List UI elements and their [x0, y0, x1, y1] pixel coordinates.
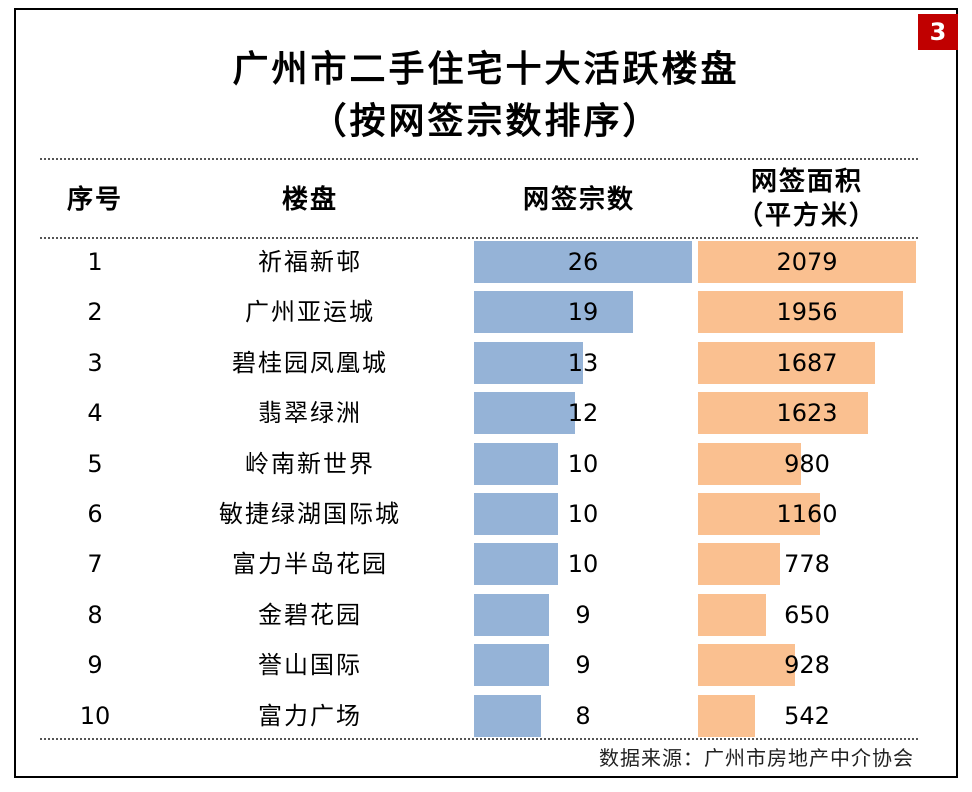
- project-name-cell: 金碧花园: [258, 600, 362, 629]
- count-bar: [474, 644, 549, 687]
- rank-cell: 9: [87, 651, 103, 680]
- project-name-cell: 翡翠绿洲: [258, 399, 362, 428]
- count-bar: [474, 341, 583, 384]
- area-value-label: 928: [784, 651, 830, 680]
- area-value-label: 2079: [776, 248, 838, 276]
- area-bar: [698, 593, 766, 636]
- count-value-label: 12: [567, 399, 599, 428]
- project-name-cell: 富力广场: [258, 701, 362, 730]
- rank-cell: 4: [87, 399, 103, 428]
- project-name-cell: 广州亚运城: [245, 298, 375, 327]
- area-bar: [698, 241, 916, 283]
- count-value-label: 10: [567, 500, 599, 528]
- header-area-line2: （平方米）: [736, 201, 877, 231]
- count-bar: [474, 442, 558, 485]
- area-value-label: 980: [784, 449, 830, 478]
- count-value-label: 10: [567, 449, 599, 478]
- count-bar: [474, 291, 633, 334]
- rank-cell: 1: [87, 248, 103, 276]
- header-project: 楼盘: [281, 185, 338, 215]
- area-bar: [698, 392, 868, 435]
- area-value-label: 1623: [776, 399, 838, 428]
- count-value-label: 26: [567, 248, 599, 276]
- area-value-label: 650: [784, 600, 830, 629]
- count-value-label: 13: [567, 348, 599, 377]
- area-value-label: 1956: [776, 298, 838, 327]
- data-source-note: 数据来源：广州市房地产中介协会: [599, 746, 914, 770]
- rank-cell: 7: [87, 550, 103, 579]
- rank-cell: 2: [87, 298, 103, 327]
- rank-cell: 8: [87, 600, 103, 629]
- count-bar: [474, 392, 575, 435]
- project-name-cell: 誉山国际: [258, 651, 362, 680]
- project-name-cell: 富力半岛花园: [232, 550, 388, 579]
- area-bar: [698, 644, 795, 687]
- header-count: 网签宗数: [522, 185, 635, 215]
- count-value-label: 9: [575, 600, 591, 629]
- count-bar: [474, 593, 549, 636]
- count-bar: [474, 694, 541, 737]
- header-bottom-rule: [40, 237, 918, 239]
- area-value-label: 1687: [776, 348, 838, 377]
- area-bar: [698, 493, 820, 535]
- rank-cell: 5: [87, 449, 103, 478]
- area-bar: [698, 543, 780, 586]
- chart-subtitle: （按网签宗数排序）: [310, 101, 662, 142]
- count-bar: [474, 543, 558, 586]
- count-value-label: 19: [567, 298, 599, 327]
- table-bottom-rule: [40, 738, 918, 740]
- header-rank: 序号: [66, 185, 123, 215]
- count-value-label: 9: [575, 651, 591, 680]
- area-value-label: 1160: [776, 500, 838, 528]
- count-value-label: 8: [575, 701, 591, 730]
- area-bar: [698, 341, 875, 384]
- rank-cell: 10: [79, 701, 111, 730]
- area-value-label: 542: [784, 701, 830, 730]
- project-name-cell: 祈福新邨: [258, 248, 362, 276]
- count-bar: [474, 241, 692, 283]
- project-name-cell: 敏捷绿湖国际城: [219, 500, 401, 528]
- project-name-cell: 碧桂园凤凰城: [232, 348, 388, 377]
- header-top-rule: [40, 158, 918, 160]
- count-value-label: 10: [567, 550, 599, 579]
- rank-cell: 3: [87, 348, 103, 377]
- project-name-cell: 岭南新世界: [245, 449, 375, 478]
- page-number-badge: 3: [918, 14, 958, 50]
- header-area-line1: 网签面积: [750, 167, 863, 197]
- area-bar: [698, 291, 903, 334]
- area-bar: [698, 442, 801, 485]
- count-bar: [474, 493, 558, 535]
- area-bar: [698, 694, 755, 737]
- area-value-label: 778: [784, 550, 830, 579]
- rank-cell: 6: [87, 500, 103, 528]
- chart-title: 广州市二手住宅十大活跃楼盘: [232, 49, 740, 90]
